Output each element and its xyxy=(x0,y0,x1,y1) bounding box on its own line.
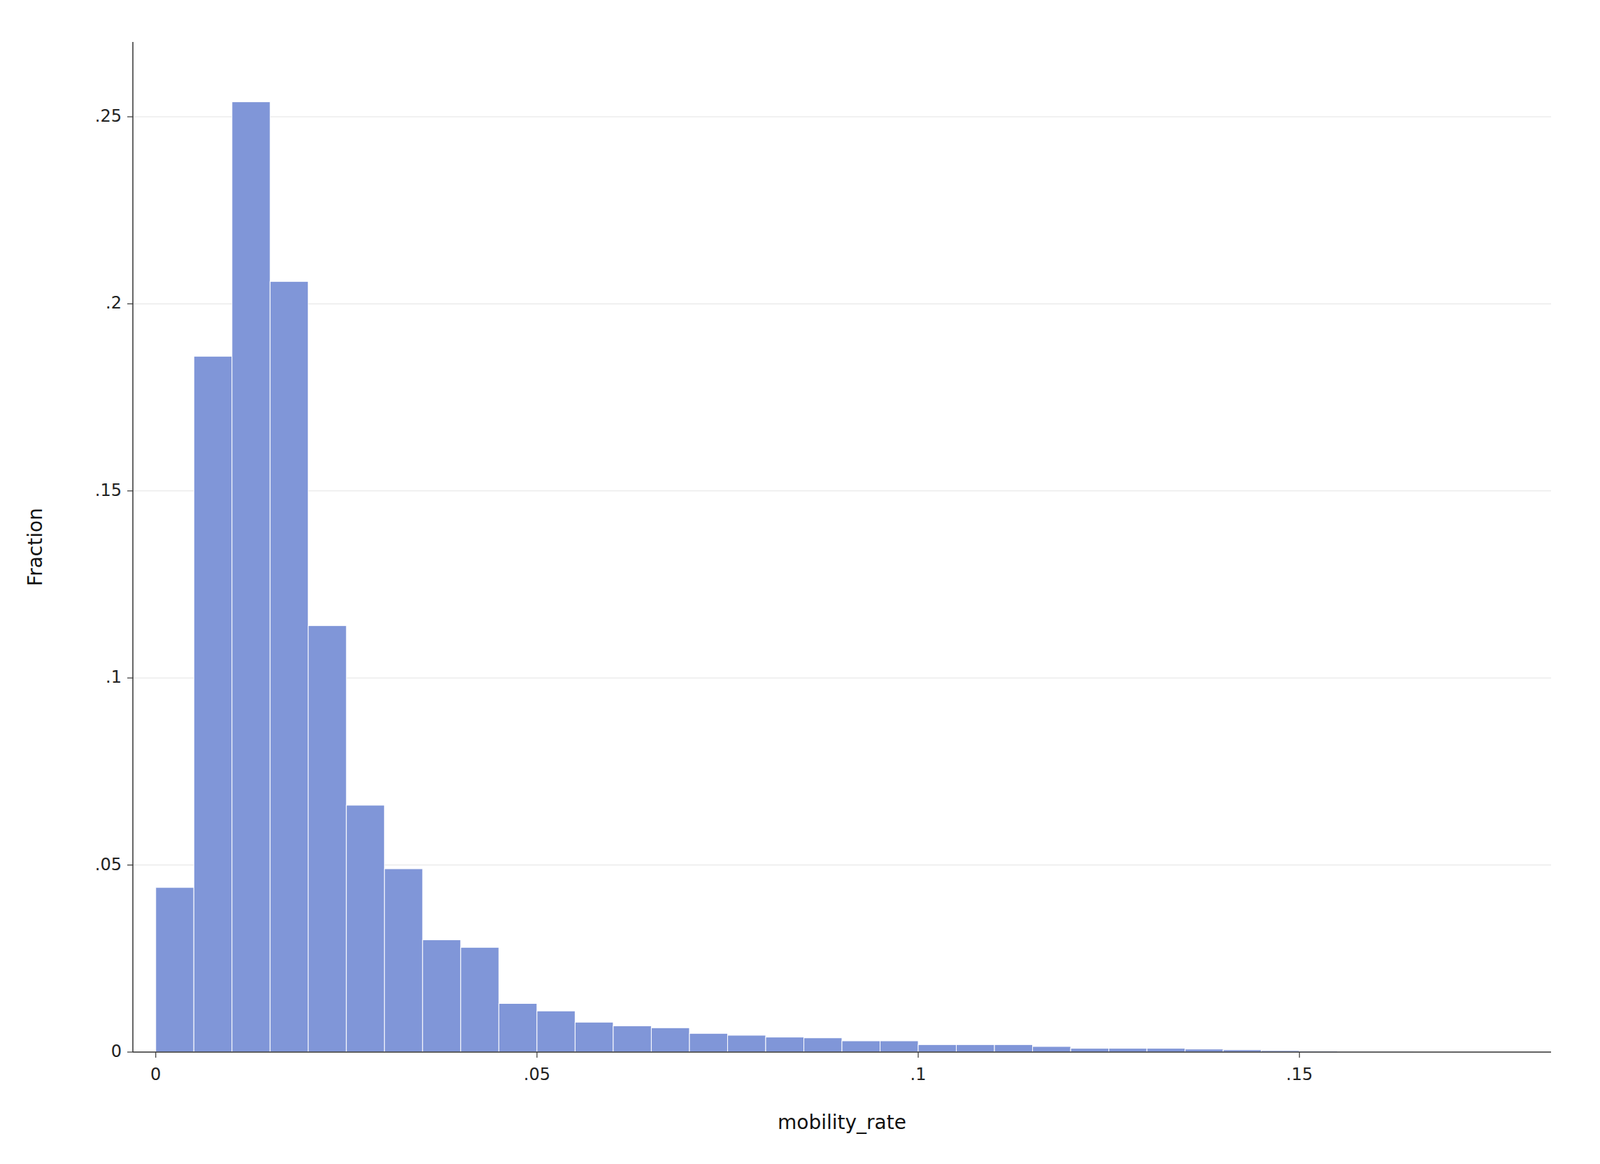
histogram-bar xyxy=(994,1044,1033,1052)
histogram-bar xyxy=(537,1010,576,1052)
y-tick xyxy=(127,303,133,305)
y-tick xyxy=(127,116,133,117)
histogram-bar xyxy=(460,946,500,1052)
grid xyxy=(132,116,1552,1052)
histogram-bar xyxy=(232,102,271,1052)
x-tick xyxy=(155,1051,156,1058)
y-tick xyxy=(127,1051,133,1052)
chart-svg: 0 .05 .1 .15 .2 .25 0 .05 .1 .15 mobility_rate Frac… xyxy=(0,0,1600,1164)
histogram-bar xyxy=(155,887,195,1052)
y-tick-label: .1 xyxy=(105,667,122,687)
histogram-bar xyxy=(727,1034,766,1052)
grid-line xyxy=(132,490,1552,491)
axes: 0 .05 .1 .15 .2 .25 0 .05 .1 .15 xyxy=(95,41,1552,1084)
histogram-bar xyxy=(1109,1048,1148,1052)
x-tick-label: .1 xyxy=(910,1064,927,1084)
histogram-bar xyxy=(880,1040,919,1052)
grid-line xyxy=(132,303,1552,305)
chart-container: 0 .05 .1 .15 .2 .25 0 .05 .1 .15 mobility_rate Frac… xyxy=(0,0,1600,1164)
histogram-bar xyxy=(308,625,347,1052)
histogram-bar xyxy=(765,1037,805,1052)
y-tick-label: .05 xyxy=(95,854,122,875)
x-tick-label: 0 xyxy=(150,1064,161,1084)
x-axis-label: mobility_rate xyxy=(777,1110,907,1134)
grid-line xyxy=(132,116,1552,117)
histogram-bar xyxy=(574,1021,614,1052)
histogram-bar xyxy=(1146,1048,1186,1052)
histogram-bar xyxy=(269,281,309,1052)
y-tick xyxy=(127,490,133,491)
histogram-bar xyxy=(1070,1048,1110,1052)
histogram-bar xyxy=(841,1040,881,1052)
histogram-bar xyxy=(1032,1046,1072,1052)
y-tick xyxy=(127,677,133,679)
x-tick-label: .15 xyxy=(1286,1064,1313,1084)
histogram-bar xyxy=(613,1025,652,1052)
histogram-bar xyxy=(422,939,461,1052)
histogram-bar xyxy=(193,355,233,1052)
histogram-bar xyxy=(346,804,385,1052)
x-tick xyxy=(1299,1051,1300,1058)
grid-line xyxy=(132,1051,1552,1053)
y-tick xyxy=(127,864,133,866)
histogram-bar xyxy=(956,1044,996,1052)
x-tick-label: .05 xyxy=(523,1064,551,1084)
bars xyxy=(155,102,1491,1052)
x-tick xyxy=(917,1051,919,1058)
y-tick-label: .25 xyxy=(95,106,122,126)
y-tick-label: 0 xyxy=(111,1041,122,1061)
histogram-bar xyxy=(803,1037,842,1052)
x-tick xyxy=(536,1051,538,1058)
x-axis-line xyxy=(132,1051,1552,1053)
histogram-bar xyxy=(651,1027,690,1052)
histogram-bar xyxy=(689,1032,728,1052)
histogram-bar xyxy=(384,868,424,1052)
y-axis-line xyxy=(132,41,134,1052)
y-tick-label: .15 xyxy=(95,480,122,500)
y-tick-label: .2 xyxy=(105,293,122,313)
y-axis-label: Fraction xyxy=(23,507,47,587)
histogram-bar xyxy=(918,1044,957,1052)
histogram-bar xyxy=(498,1002,538,1052)
